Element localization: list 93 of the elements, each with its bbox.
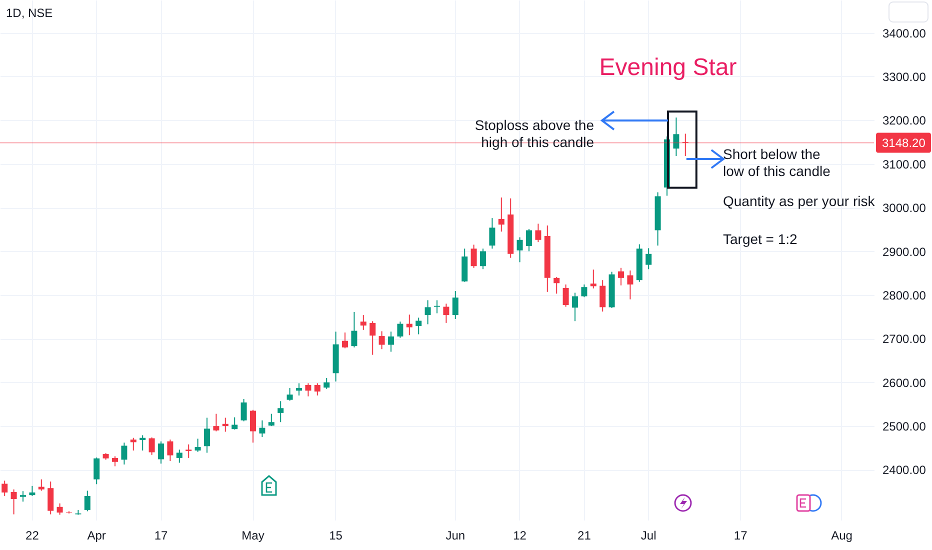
x-tick-label: 17 [154, 528, 168, 542]
candlestick [526, 228, 532, 252]
x-tick-label: May [242, 528, 264, 542]
candlestick [673, 117, 680, 156]
candlestick [268, 413, 274, 427]
candlestick [627, 270, 634, 300]
candlestick [176, 449, 182, 464]
candlestick [378, 330, 385, 350]
candlestick [204, 417, 210, 454]
candlestick [305, 382, 312, 397]
x-tick-label: Jun [446, 528, 466, 542]
candlestick [286, 388, 293, 402]
candlestick [554, 276, 560, 294]
candlestick [29, 485, 36, 496]
candlestick [213, 413, 220, 432]
annotation: Quantity as per your risk [723, 193, 876, 209]
y-tick-label: 2500.00 [882, 420, 926, 434]
y-tick-label: 2600.00 [882, 376, 926, 390]
candlestick [370, 320, 376, 356]
y-tick-label: 3200.00 [882, 114, 926, 128]
x-tick-label: Jul [640, 528, 656, 542]
candlestick [94, 457, 100, 485]
candlestick [535, 223, 542, 243]
candlestick [470, 244, 477, 268]
candlestick [222, 417, 228, 432]
candlestick [581, 284, 588, 298]
x-tick-label: Apr [87, 528, 106, 542]
candlestick [278, 400, 284, 423]
candlestick [682, 133, 688, 156]
candlestick [56, 502, 63, 516]
candlestick [240, 398, 247, 422]
candlestick [130, 437, 136, 452]
candlestick [434, 300, 440, 314]
annotation: Evening Star [599, 54, 737, 81]
candlestick [416, 317, 422, 335]
candlestick [10, 488, 17, 515]
y-tick-label: 2900.00 [882, 244, 926, 259]
annotation: Short below the low of this candle [723, 146, 831, 179]
ref-line-label: 3148.20 [882, 136, 926, 150]
y-tick-label: 3400.00 [882, 26, 926, 40]
y-tick-label: 3100.00 [882, 157, 926, 172]
candlestick [194, 438, 201, 452]
candlestick [259, 420, 266, 438]
candlestick [84, 490, 90, 512]
candlestick [360, 314, 366, 330]
candlestick [424, 300, 431, 325]
candlestick [232, 416, 238, 430]
candlestick [2, 480, 8, 496]
candlestick [489, 218, 496, 250]
candlestick [480, 248, 486, 270]
candlestick [158, 440, 164, 464]
candlestick [148, 436, 155, 456]
candlestick [20, 490, 26, 502]
candlestick [572, 292, 578, 322]
annotation: Target = 1:2 [723, 231, 798, 247]
candlestick [121, 442, 128, 466]
y-tick-label: 2800.00 [882, 288, 926, 302]
candlestick [443, 303, 450, 324]
y-tick-label: 3300.00 [882, 70, 926, 84]
text: 1D, NSE [6, 6, 53, 20]
candlestick [250, 409, 256, 444]
candlestick [452, 290, 458, 320]
candlestick [342, 332, 348, 349]
candlestick [324, 377, 330, 390]
candlestick [167, 439, 174, 462]
candlestick [646, 248, 652, 270]
x-tick-label: 15 [329, 528, 343, 542]
candlestick [397, 321, 404, 338]
candlestick [516, 236, 523, 263]
candlestick [498, 197, 504, 232]
x-tick-label: 22 [26, 528, 40, 542]
candlestick [562, 284, 569, 308]
candlestick [314, 382, 320, 396]
candlestick [38, 478, 44, 492]
candlestick [618, 267, 624, 286]
candlestick [351, 312, 358, 348]
annotation: Stoploss above the high of this candle [474, 117, 594, 150]
candlestick [406, 314, 412, 336]
candlestick [140, 434, 146, 452]
candlestick [112, 456, 118, 467]
candlestick [48, 481, 54, 515]
candlestick [296, 382, 302, 396]
candlestick [600, 280, 606, 312]
y-tick-label: 2700.00 [882, 332, 926, 346]
x-tick-label: 17 [734, 528, 748, 542]
candlestick [388, 331, 394, 352]
y-tick-label: 3000.00 [882, 201, 926, 216]
candlestick [186, 444, 192, 458]
candlestick [590, 269, 596, 289]
x-tick-label: 21 [578, 528, 592, 542]
x-tick-label: Aug [831, 528, 852, 542]
x-tick-label: 12 [513, 528, 527, 542]
y-tick-label: 2400.00 [882, 463, 926, 478]
